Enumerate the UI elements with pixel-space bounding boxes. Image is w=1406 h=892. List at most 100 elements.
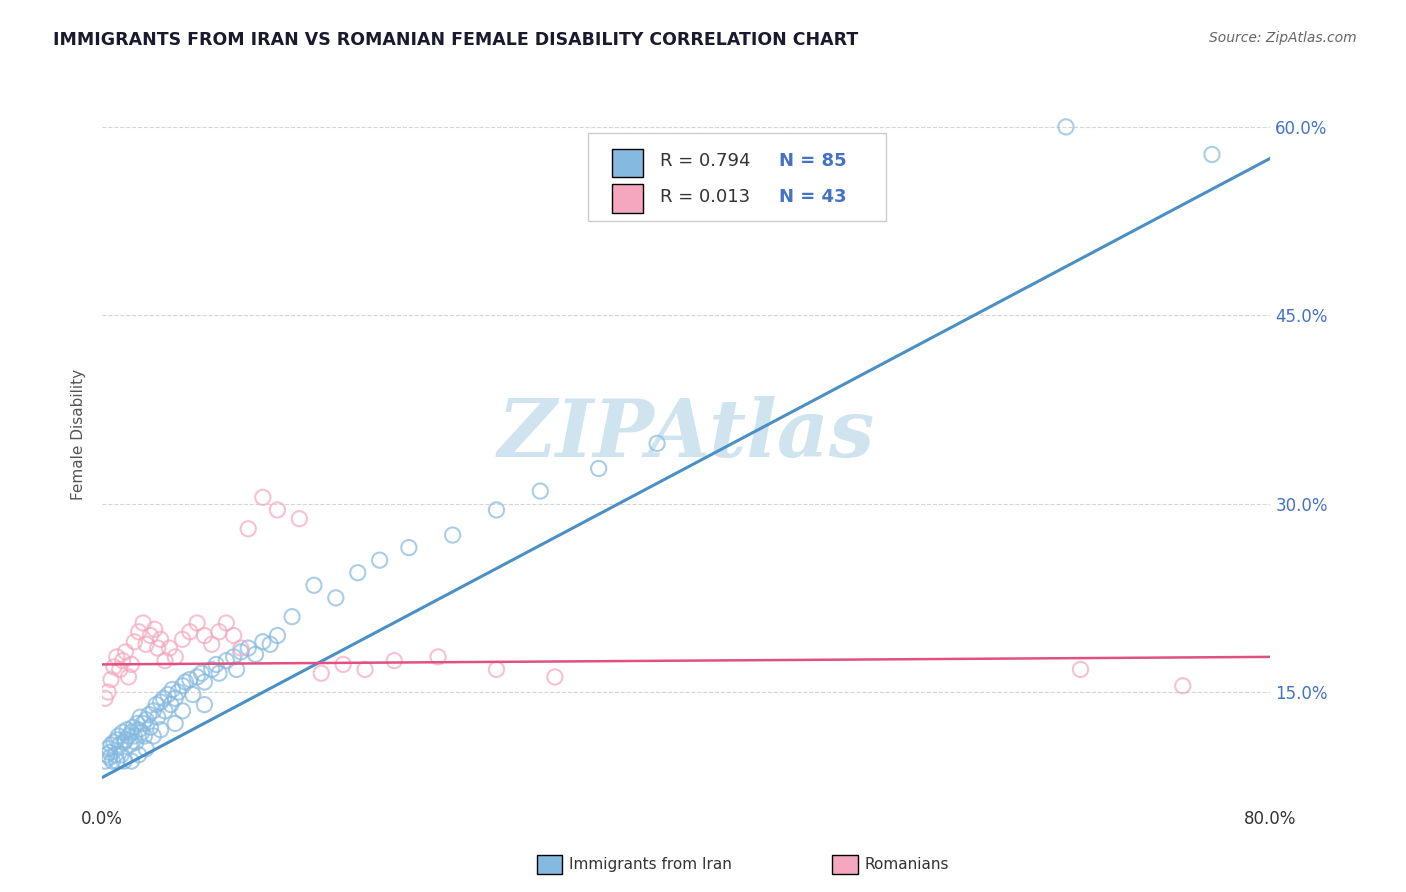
Point (190, 666, 212, 681)
Point (152, 691, 174, 706)
Point (1070, 662, 1092, 676)
Text: ZIPAtlas: ZIPAtlas (498, 396, 875, 474)
Point (125, 735, 148, 749)
Point (105, 754, 128, 768)
Point (143, 622, 166, 636)
Point (238, 522, 260, 536)
Point (112, 754, 135, 768)
Point (132, 716, 155, 731)
Point (205, 657, 228, 672)
Point (94, 754, 117, 768)
Point (112, 735, 135, 749)
Point (107, 729, 129, 743)
Text: N = 43: N = 43 (779, 188, 846, 206)
Text: IMMIGRANTS FROM IRAN VS ROMANIAN FEMALE DISABILITY CORRELATION CHART: IMMIGRANTS FROM IRAN VS ROMANIAN FEMALE … (53, 31, 859, 49)
Point (222, 649, 245, 664)
Point (309, 666, 332, 681)
Point (201, 637, 224, 651)
Point (201, 662, 224, 676)
Point (1054, 120, 1077, 134)
Point (186, 670, 208, 684)
Point (181, 688, 204, 702)
Point (266, 503, 288, 517)
Point (98, 745, 121, 759)
Point (149, 723, 172, 737)
Point (96, 747, 118, 762)
Point (165, 691, 187, 706)
Point (193, 675, 215, 690)
Point (215, 654, 238, 668)
Point (325, 591, 347, 605)
Point (104, 747, 127, 762)
Point (142, 704, 165, 718)
Point (149, 632, 172, 647)
Point (172, 704, 194, 718)
Point (120, 657, 142, 672)
Point (162, 682, 184, 697)
Point (157, 641, 180, 656)
Point (193, 698, 215, 712)
Point (103, 660, 125, 674)
Point (544, 670, 567, 684)
Point (100, 738, 122, 752)
Text: R = 0.013: R = 0.013 (659, 188, 749, 206)
Point (129, 710, 152, 724)
Point (114, 732, 136, 747)
Point (145, 698, 167, 712)
Point (120, 754, 142, 768)
Point (172, 679, 194, 693)
Point (252, 635, 274, 649)
Point (115, 723, 138, 737)
Point (427, 649, 450, 664)
Point (225, 662, 247, 676)
Point (485, 662, 508, 676)
Point (149, 695, 172, 709)
Point (245, 648, 267, 662)
Point (288, 512, 311, 526)
Point (398, 541, 420, 555)
Point (302, 578, 325, 592)
Point (368, 553, 391, 567)
Text: Immigrants from Iran: Immigrants from Iran (569, 857, 733, 871)
Point (131, 725, 153, 739)
Point (441, 528, 464, 542)
Point (179, 624, 201, 639)
Point (165, 649, 187, 664)
Point (146, 710, 169, 724)
Point (153, 654, 176, 668)
Point (332, 657, 354, 672)
Point (259, 637, 281, 651)
Point (215, 615, 238, 630)
Point (208, 666, 231, 681)
Point (117, 670, 139, 684)
Point (354, 662, 377, 676)
Point (120, 725, 142, 739)
Point (124, 635, 146, 649)
Point (117, 729, 139, 743)
Point (100, 673, 122, 687)
Point (135, 741, 157, 756)
Point (529, 484, 551, 499)
Point (134, 729, 156, 743)
Point (111, 725, 134, 739)
Point (281, 609, 304, 624)
Point (588, 461, 610, 475)
Point (108, 662, 131, 676)
Point (186, 615, 208, 630)
Point (97, 741, 120, 756)
Point (382, 654, 405, 668)
Point (172, 632, 194, 647)
Point (139, 720, 162, 734)
Point (110, 747, 132, 762)
Point (165, 716, 187, 731)
Point (193, 628, 215, 642)
Point (179, 673, 201, 687)
Point (101, 754, 124, 768)
Point (108, 738, 131, 752)
Point (135, 637, 157, 651)
Text: Source: ZipAtlas.com: Source: ZipAtlas.com (1209, 31, 1357, 45)
Point (485, 503, 508, 517)
Point (105, 732, 128, 747)
Point (118, 738, 141, 752)
Point (645, 436, 668, 450)
